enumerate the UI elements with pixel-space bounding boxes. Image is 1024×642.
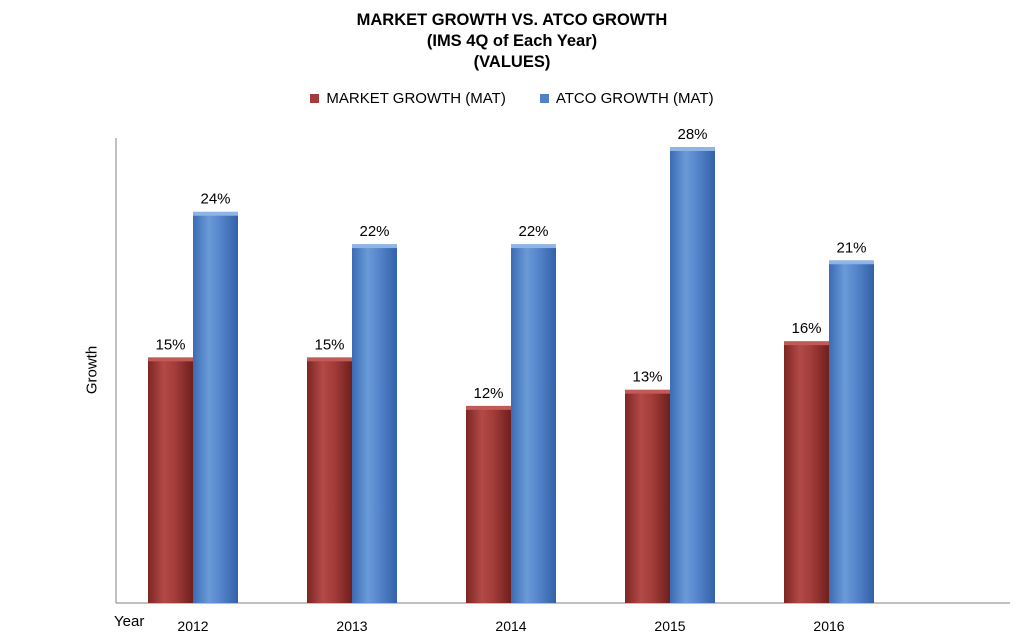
chart-titles: MARKET GROWTH VS. ATCO GROWTH (IMS 4Q of… [0, 10, 1024, 73]
chart-subtitle: (IMS 4Q of Each Year) [426, 32, 598, 50]
market-data-label-2014: 12% [473, 385, 503, 402]
atco-bar-top-2016 [829, 260, 874, 265]
market-data-label-2012: 15% [155, 336, 185, 353]
legend-label-market: MARKET GROWTH (MAT) [326, 90, 506, 107]
y-axis-label: Growth [83, 345, 101, 395]
market-bar-2014 [466, 408, 511, 603]
x-tick-label-2013: 2013 [336, 618, 367, 634]
market-bar-2012 [148, 360, 193, 603]
market-bar-2015 [625, 392, 670, 603]
market-bar-top-2015 [625, 389, 670, 394]
market-bar-top-2012 [148, 357, 193, 362]
legend-item-market: MARKET GROWTH (MAT) [310, 90, 506, 107]
atco-bar-2012 [193, 214, 238, 603]
chart-title: MARKET GROWTH VS. ATCO GROWTH [356, 11, 668, 29]
market-bar-2013 [307, 360, 352, 603]
market-bar-top-2014 [466, 405, 511, 410]
atco-bar-2014 [511, 247, 556, 604]
market-data-label-2015: 13% [632, 369, 662, 386]
market-bar-top-2016 [784, 341, 829, 346]
x-tick-label-2015: 2015 [654, 618, 685, 634]
atco-data-label-2016: 21% [836, 239, 866, 256]
x-tick-label-2012: 2012 [177, 618, 208, 634]
atco-data-label-2013: 22% [359, 223, 389, 240]
atco-data-label-2015: 28% [677, 126, 707, 143]
market-bar-2016 [784, 344, 829, 603]
legend-item-atco: ATCO GROWTH (MAT) [539, 90, 714, 107]
legend-label-atco: ATCO GROWTH (MAT) [555, 90, 714, 107]
legend-swatch-atco [539, 94, 549, 103]
atco-bar-2015 [670, 150, 715, 603]
x-tick-label-2016: 2016 [813, 618, 844, 634]
legend-swatch-market [310, 94, 320, 103]
market-data-label-2013: 15% [314, 336, 344, 353]
atco-bar-top-2013 [352, 244, 397, 249]
x-tick-label-2014: 2014 [495, 618, 526, 634]
chart-subtitle-2: (VALUES) [473, 53, 551, 71]
legend: MARKET GROWTH (MAT) ATCO GROWTH (MAT) [0, 90, 1024, 107]
atco-bar-top-2015 [670, 147, 715, 151]
market-bar-top-2013 [307, 357, 352, 362]
x-axis-label: Year [114, 613, 145, 630]
market-data-label-2016: 16% [791, 320, 821, 337]
atco-data-label-2014: 22% [518, 223, 548, 240]
atco-bar-2013 [352, 247, 397, 604]
atco-bar-top-2012 [193, 211, 238, 216]
atco-data-label-2012: 24% [200, 191, 230, 208]
atco-bar-top-2014 [511, 244, 556, 249]
atco-bar-2016 [829, 263, 874, 603]
